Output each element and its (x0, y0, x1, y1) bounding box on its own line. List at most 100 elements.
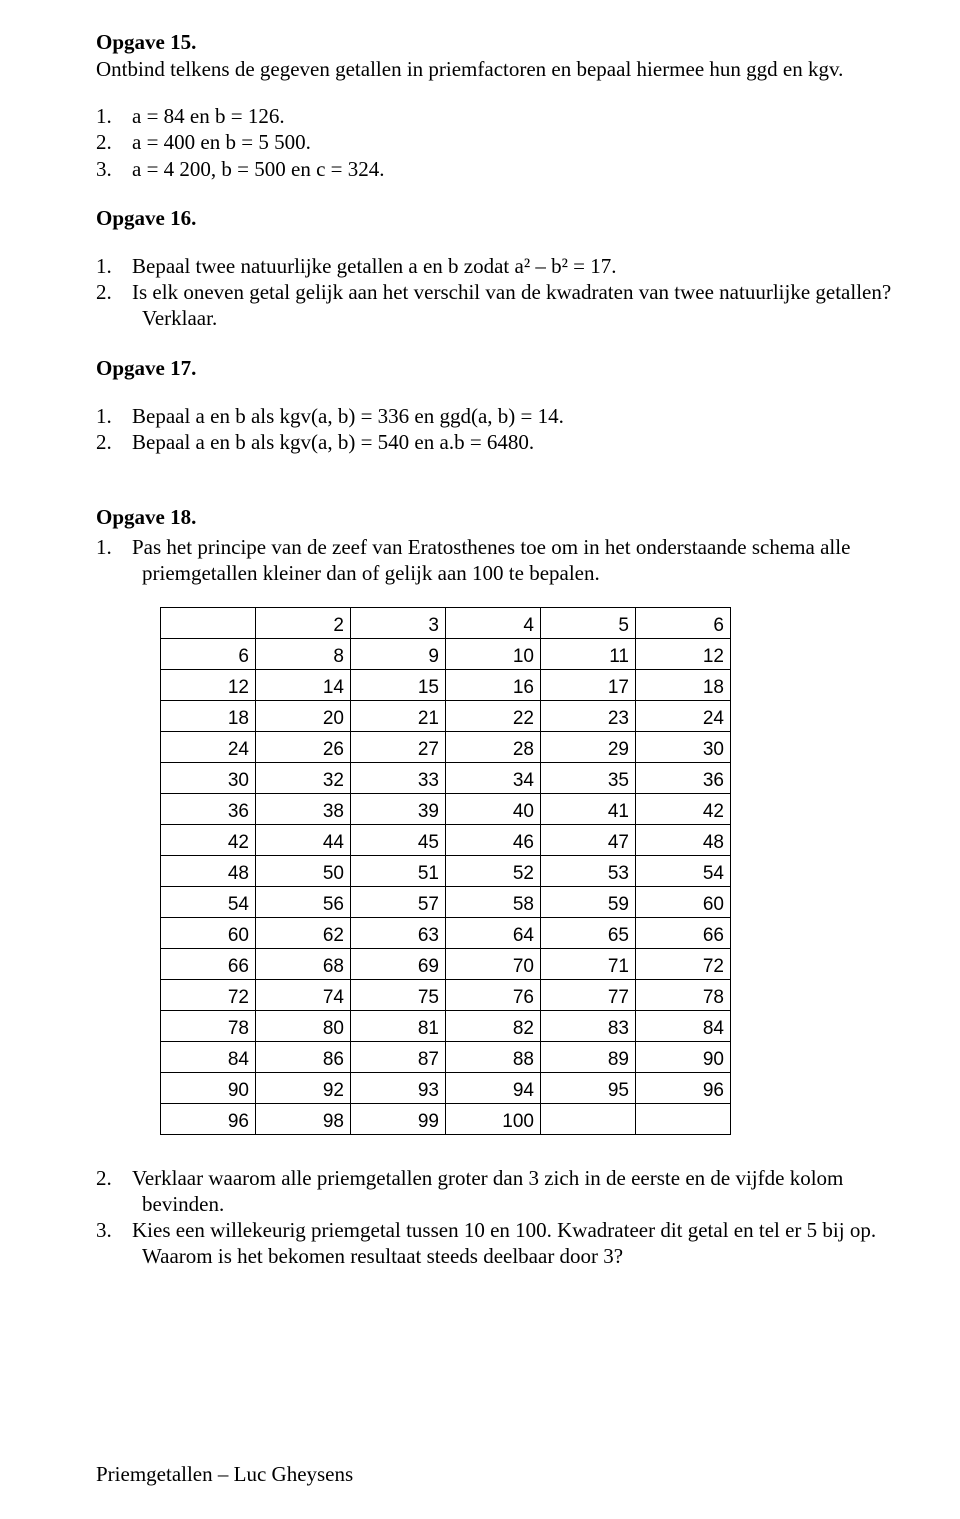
table-cell: 72 (636, 948, 731, 979)
table-cell: 93 (351, 1072, 446, 1103)
table-cell: 62 (256, 917, 351, 948)
table-cell: 90 (636, 1041, 731, 1072)
list-item: 2.Is elk oneven getal gelijk aan het ver… (96, 279, 906, 332)
table-cell: 87 (351, 1041, 446, 1072)
table-cell: 12 (161, 669, 256, 700)
table-cell: 100 (446, 1103, 541, 1134)
list-item: 1.Bepaal a en b als kgv(a, b) = 336 en g… (96, 403, 906, 429)
sieve-table: 2345668910111212141516171818202122232424… (160, 607, 731, 1135)
table-cell: 48 (636, 824, 731, 855)
table-cell: 60 (636, 886, 731, 917)
table-cell: 33 (351, 762, 446, 793)
table-cell: 54 (161, 886, 256, 917)
table-cell: 42 (161, 824, 256, 855)
table-row: 545657585960 (161, 886, 731, 917)
table-cell: 51 (351, 855, 446, 886)
table-cell: 66 (636, 917, 731, 948)
table-cell: 56 (256, 886, 351, 917)
table-cell: 45 (351, 824, 446, 855)
opgave16-heading: Opgave 16. (96, 206, 906, 231)
table-cell: 8 (256, 638, 351, 669)
table-cell: 89 (541, 1041, 636, 1072)
list-item: 1.Pas het principe van de zeef van Erato… (96, 534, 906, 587)
table-row: 606263646566 (161, 917, 731, 948)
table-cell: 78 (161, 1010, 256, 1041)
table-cell: 18 (636, 669, 731, 700)
table-cell: 38 (256, 793, 351, 824)
opgave18-list-bottom: 2.Verklaar waarom alle priemgetallen gro… (96, 1165, 906, 1270)
table-cell: 39 (351, 793, 446, 824)
table-cell: 72 (161, 979, 256, 1010)
table-cell: 6 (161, 638, 256, 669)
table-cell: 59 (541, 886, 636, 917)
table-cell: 30 (636, 731, 731, 762)
table-cell: 11 (541, 638, 636, 669)
table-cell: 65 (541, 917, 636, 948)
table-row: 727475767778 (161, 979, 731, 1010)
item-text: Verklaar waarom alle priemgetallen grote… (132, 1166, 843, 1216)
item-text: a = 84 en b = 126. (132, 104, 285, 128)
opgave17-heading: Opgave 17. (96, 356, 906, 381)
item-text: a = 4 200, b = 500 en c = 324. (132, 157, 385, 181)
table-cell: 48 (161, 855, 256, 886)
table-cell: 57 (351, 886, 446, 917)
table-row: 363839404142 (161, 793, 731, 824)
item-text: Is elk oneven getal gelijk aan het versc… (132, 280, 891, 330)
list-item: 1.Bepaal twee natuurlijke getallen a en … (96, 253, 906, 279)
table-cell: 10 (446, 638, 541, 669)
table-cell: 4 (446, 607, 541, 638)
table-cell: 52 (446, 855, 541, 886)
opgave17-list: 1.Bepaal a en b als kgv(a, b) = 336 en g… (96, 403, 906, 456)
table-row: 909293949596 (161, 1072, 731, 1103)
table-cell: 47 (541, 824, 636, 855)
table-cell: 44 (256, 824, 351, 855)
table-cell: 81 (351, 1010, 446, 1041)
opgave16-list: 1.Bepaal twee natuurlijke getallen a en … (96, 253, 906, 332)
table-cell (161, 607, 256, 638)
table-cell: 70 (446, 948, 541, 979)
table-cell: 3 (351, 607, 446, 638)
item-text: a = 400 en b = 5 500. (132, 130, 311, 154)
table-cell: 99 (351, 1103, 446, 1134)
table-cell: 24 (161, 731, 256, 762)
table-row: 303233343536 (161, 762, 731, 793)
table-cell: 78 (636, 979, 731, 1010)
table-cell: 9 (351, 638, 446, 669)
table-cell: 42 (636, 793, 731, 824)
table-row: 848687888990 (161, 1041, 731, 1072)
table-cell: 80 (256, 1010, 351, 1041)
table-cell: 21 (351, 700, 446, 731)
item-text: Kies een willekeurig priemgetal tussen 1… (132, 1218, 876, 1268)
table-row: 788081828384 (161, 1010, 731, 1041)
table-cell: 17 (541, 669, 636, 700)
table-cell: 66 (161, 948, 256, 979)
table-cell: 98 (256, 1103, 351, 1134)
table-cell: 15 (351, 669, 446, 700)
table-cell: 95 (541, 1072, 636, 1103)
table-cell: 64 (446, 917, 541, 948)
table-cell: 53 (541, 855, 636, 886)
table-cell: 29 (541, 731, 636, 762)
table-row: 23456 (161, 607, 731, 638)
table-row: 182021222324 (161, 700, 731, 731)
table-cell: 40 (446, 793, 541, 824)
table-cell: 68 (256, 948, 351, 979)
table-row: 969899100 (161, 1103, 731, 1134)
opgave18-heading: Opgave 18. (96, 505, 906, 530)
sieve-table-wrap: 2345668910111212141516171818202122232424… (160, 607, 906, 1135)
opgave18-list-top: 1.Pas het principe van de zeef van Erato… (96, 534, 906, 587)
list-item: 1.a = 84 en b = 126. (96, 103, 906, 129)
list-item: 3.Kies een willekeurig priemgetal tussen… (96, 1217, 906, 1270)
list-item: 3.a = 4 200, b = 500 en c = 324. (96, 156, 906, 182)
table-cell: 82 (446, 1010, 541, 1041)
list-item: 2.a = 400 en b = 5 500. (96, 129, 906, 155)
table-cell: 20 (256, 700, 351, 731)
table-cell: 14 (256, 669, 351, 700)
table-cell: 54 (636, 855, 731, 886)
table-cell: 77 (541, 979, 636, 1010)
table-cell: 18 (161, 700, 256, 731)
table-cell (541, 1103, 636, 1134)
table-cell: 36 (161, 793, 256, 824)
table-cell: 36 (636, 762, 731, 793)
table-cell: 6 (636, 607, 731, 638)
